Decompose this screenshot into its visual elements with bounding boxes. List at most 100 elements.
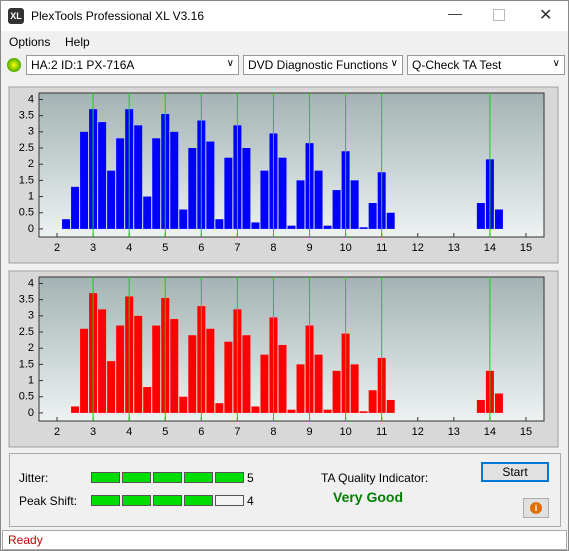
bar <box>170 131 179 229</box>
x-tick-label: 13 <box>448 242 460 254</box>
bar <box>107 361 116 413</box>
bar <box>251 222 260 229</box>
y-tick-label: 3 <box>28 310 34 322</box>
bar <box>323 409 332 413</box>
x-tick-label: 12 <box>412 242 424 254</box>
bar <box>143 387 152 413</box>
menu-label: Options <box>9 35 51 49</box>
quality-value: Very Good <box>333 489 404 505</box>
test-select[interactable]: Q-Check TA Test ∨ <box>407 55 565 75</box>
meter-segment <box>91 472 120 483</box>
meter-segment <box>122 495 151 506</box>
x-tick-label: 6 <box>198 426 204 438</box>
bar <box>224 157 233 229</box>
function-select[interactable]: DVD Diagnostic Functions ∨ <box>243 55 403 75</box>
bar <box>206 328 215 413</box>
meter-segment <box>215 472 244 483</box>
x-tick-label: 7 <box>234 426 240 438</box>
close-button[interactable]: ✕ <box>539 7 553 24</box>
bar <box>152 138 161 229</box>
maximize-button[interactable] <box>493 9 505 21</box>
bar <box>215 403 224 413</box>
bar <box>71 186 80 229</box>
charts: 00.511.522.533.542 3 4 5 6 7 8 9 10 11 12 13 14 1500.… <box>8 86 559 448</box>
bar <box>71 406 80 413</box>
meter-segment <box>122 472 151 483</box>
info-button[interactable]: i <box>523 498 549 518</box>
x-tick-label: 14 <box>484 426 496 438</box>
bar <box>242 335 251 413</box>
meter-segment <box>184 495 213 506</box>
bar <box>98 309 107 413</box>
x-tick-label: 5 <box>162 242 168 254</box>
peak-shift-value: 4 <box>247 494 254 508</box>
status-text: Ready <box>8 533 43 547</box>
y-tick-label: 2.5 <box>19 326 34 338</box>
jitter-value: 5 <box>247 471 254 485</box>
drive-select[interactable]: HA:2 ID:1 PX-716A ∨ <box>26 55 239 75</box>
bar <box>188 335 197 413</box>
x-tick-label: 10 <box>339 242 351 254</box>
meter-segment <box>153 472 182 483</box>
bar <box>134 315 143 413</box>
title-bar: XL PlexTools Professional XL V3.16 — ✕ <box>1 1 568 31</box>
bar <box>80 328 89 413</box>
bar <box>359 227 368 229</box>
x-tick-label: 5 <box>162 426 168 438</box>
menu-options[interactable]: Options <box>9 35 50 49</box>
start-button[interactable]: Start <box>481 462 549 482</box>
x-tick-label: 8 <box>270 426 276 438</box>
bar <box>368 203 377 229</box>
x-tick-label: 9 <box>306 426 312 438</box>
bar <box>260 354 269 413</box>
bar <box>143 196 152 229</box>
meter-segment <box>153 495 182 506</box>
meter-segment <box>215 495 244 506</box>
bar <box>215 219 224 229</box>
menu-help[interactable]: Help <box>65 35 90 49</box>
x-tick-label: 13 <box>448 426 460 438</box>
meter-segment <box>184 472 213 483</box>
x-tick-label: 15 <box>520 426 532 438</box>
bar <box>116 138 125 229</box>
menu-label: Help <box>65 35 90 49</box>
bar <box>386 399 395 413</box>
bar <box>476 203 485 229</box>
x-tick-label: 2 <box>54 242 60 254</box>
status-bar: Ready <box>2 530 567 550</box>
window-title: PlexTools Professional XL V3.16 <box>31 9 204 23</box>
drive-label: HA:2 ID:1 PX-716A <box>31 58 135 72</box>
meter-segment <box>91 495 120 506</box>
x-tick-label: 3 <box>90 242 96 254</box>
x-tick-label: 2 <box>54 426 60 438</box>
bar <box>179 209 188 229</box>
bar <box>296 364 305 413</box>
bar <box>152 325 161 413</box>
bar <box>287 409 296 413</box>
bar <box>260 170 269 229</box>
bar <box>332 370 341 413</box>
test-label: Q-Check TA Test <box>412 58 502 72</box>
app-icon: XL <box>8 8 24 24</box>
x-tick-label: 12 <box>412 426 424 438</box>
bar <box>332 190 341 229</box>
peak-shift-label: Peak Shift: <box>19 494 78 508</box>
x-tick-label: 6 <box>198 242 204 254</box>
bar <box>206 141 215 229</box>
function-label: DVD Diagnostic Functions <box>248 58 389 72</box>
bar <box>179 396 188 413</box>
bar <box>170 319 179 413</box>
y-tick-label: 4 <box>28 93 34 105</box>
quality-label: TA Quality Indicator: <box>321 471 429 485</box>
y-tick-label: 0.5 <box>19 391 34 403</box>
bar <box>368 390 377 413</box>
bar <box>224 341 233 413</box>
y-tick-label: 0.5 <box>19 207 34 219</box>
y-tick-label: 3.5 <box>19 294 34 306</box>
x-tick-label: 7 <box>234 242 240 254</box>
x-tick-label: 11 <box>376 426 387 438</box>
bar <box>116 325 125 413</box>
minimize-button[interactable]: — <box>448 5 462 21</box>
bar <box>107 170 116 229</box>
y-tick-label: 1.5 <box>19 174 34 186</box>
